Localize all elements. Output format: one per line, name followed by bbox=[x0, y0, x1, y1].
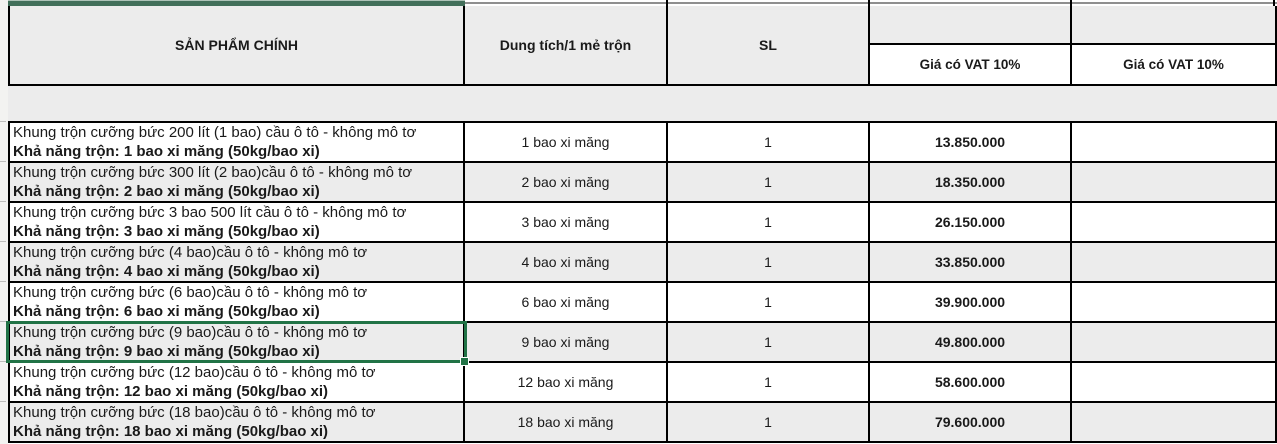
table-row: Khung trộn cưỡng bức (6 bao)cầu ô tô - k… bbox=[8, 283, 1277, 323]
fill-handle[interactable] bbox=[460, 357, 469, 366]
batch-cell[interactable]: 2 bao xi măng bbox=[465, 163, 668, 201]
price-vat-cell[interactable]: 58.600.000 bbox=[870, 363, 1072, 401]
sheet-left-gutter bbox=[0, 0, 8, 444]
batch-cell[interactable]: 6 bao xi măng bbox=[465, 283, 668, 321]
product-name: Khung trộn cưỡng bức 300 lít (2 bao)cầu … bbox=[13, 164, 413, 181]
product-cell[interactable]: Khung trộn cưỡng bức 3 bao 500 lít cầu ô… bbox=[8, 203, 465, 241]
product-name: Khung trộn cưỡng bức (12 bao)cầu ô tô - … bbox=[13, 364, 376, 381]
table-row: Khung trộn cưỡng bức (12 bao)cầu ô tô - … bbox=[8, 363, 1277, 403]
header-price-vat-2[interactable]: Giá có VAT 10% bbox=[1072, 6, 1277, 86]
price-vat-2-cell[interactable] bbox=[1072, 123, 1277, 161]
qty-cell[interactable]: 1 bbox=[668, 243, 870, 281]
product-capacity: Khả năng trộn: 3 bao xi măng (50kg/bao x… bbox=[13, 223, 320, 240]
price-vat-cell[interactable]: 39.900.000 bbox=[870, 283, 1072, 321]
table-body: Khung trộn cưỡng bức 200 lít (1 bao) cầu… bbox=[8, 123, 1277, 443]
qty-cell[interactable]: 1 bbox=[668, 163, 870, 201]
header-product[interactable]: SẢN PHẨM CHÍNH bbox=[8, 6, 465, 86]
table-row: Khung trộn cưỡng bức 300 lít (2 bao)cầu … bbox=[8, 163, 1277, 203]
price-vat-2-cell[interactable] bbox=[1072, 403, 1277, 441]
product-capacity: Khả năng trộn: 18 bao xi măng (50kg/bao … bbox=[13, 423, 329, 440]
qty-cell[interactable]: 1 bbox=[668, 323, 870, 361]
price-vat-2-cell[interactable] bbox=[1072, 363, 1277, 401]
product-capacity: Khả năng trộn: 12 bao xi măng (50kg/bao … bbox=[13, 383, 329, 400]
table-row-selected: Khung trộn cưỡng bức (9 bao)cầu ô tô - k… bbox=[8, 323, 1277, 363]
price-vat-cell[interactable]: 18.350.000 bbox=[870, 163, 1072, 201]
product-capacity: Khả năng trộn: 9 bao xi măng (50kg/bao x… bbox=[13, 343, 320, 360]
product-capacity: Khả năng trộn: 1 bao xi măng (50kg/bao x… bbox=[13, 143, 320, 160]
product-name: Khung trộn cưỡng bức (9 bao)cầu ô tô - k… bbox=[13, 324, 368, 341]
product-capacity: Khả năng trộn: 2 bao xi măng (50kg/bao x… bbox=[13, 183, 320, 200]
product-cell[interactable]: Khung trộn cưỡng bức 300 lít (2 bao)cầu … bbox=[8, 163, 465, 201]
product-cell[interactable]: Khung trộn cưỡng bức (6 bao)cầu ô tô - k… bbox=[8, 283, 465, 321]
column-border-tick bbox=[868, 0, 870, 7]
price-vat-2-cell[interactable] bbox=[1072, 323, 1277, 361]
top-grid-line bbox=[465, 2, 1277, 4]
column-border-tick bbox=[1273, 0, 1275, 7]
price-vat-2-cell[interactable] bbox=[1072, 203, 1277, 241]
price-vat-cell[interactable]: 13.850.000 bbox=[870, 123, 1072, 161]
table-row: Khung trộn cưỡng bức (4 bao)cầu ô tô - k… bbox=[8, 243, 1277, 283]
table-row: Khung trộn cưỡng bức (18 bao)cầu ô tô - … bbox=[8, 403, 1277, 443]
empty-spacer-row[interactable] bbox=[8, 84, 1277, 123]
header-price-vat-1-label: Giá có VAT 10% bbox=[870, 45, 1070, 84]
table-row: Khung trộn cưỡng bức 3 bao 500 lít cầu ô… bbox=[8, 203, 1277, 243]
batch-cell[interactable]: 12 bao xi măng bbox=[465, 363, 668, 401]
qty-cell[interactable]: 1 bbox=[668, 283, 870, 321]
price-vat-2-cell[interactable] bbox=[1072, 283, 1277, 321]
header-price-vat-2-label: Giá có VAT 10% bbox=[1072, 45, 1275, 84]
product-cell[interactable]: Khung trộn cưỡng bức 200 lít (1 bao) cầu… bbox=[8, 123, 465, 161]
header-quantity[interactable]: SL bbox=[668, 6, 870, 86]
product-cell[interactable]: Khung trộn cưỡng bức (18 bao)cầu ô tô - … bbox=[8, 403, 465, 441]
product-capacity: Khả năng trộn: 4 bao xi măng (50kg/bao x… bbox=[13, 263, 320, 280]
product-cell[interactable]: Khung trộn cưỡng bức (4 bao)cầu ô tô - k… bbox=[8, 243, 465, 281]
price-vat-cell[interactable]: 33.850.000 bbox=[870, 243, 1072, 281]
header-batch-volume[interactable]: Dung tích/1 mẻ trộn bbox=[465, 6, 668, 86]
column-border-tick bbox=[1070, 0, 1072, 7]
product-name: Khung trộn cưỡng bức 200 lít (1 bao) cầu… bbox=[13, 124, 417, 141]
batch-cell[interactable]: 18 bao xi măng bbox=[465, 403, 668, 441]
product-name: Khung trộn cưỡng bức 3 bao 500 lít cầu ô… bbox=[13, 204, 407, 221]
batch-cell[interactable]: 4 bao xi măng bbox=[465, 243, 668, 281]
product-capacity: Khả năng trộn: 6 bao xi măng (50kg/bao x… bbox=[13, 303, 320, 320]
price-vat-2-cell[interactable] bbox=[1072, 243, 1277, 281]
price-vat-cell[interactable]: 26.150.000 bbox=[870, 203, 1072, 241]
price-vat-2-cell[interactable] bbox=[1072, 163, 1277, 201]
price-vat-cell[interactable]: 49.800.000 bbox=[870, 323, 1072, 361]
table-row: Khung trộn cưỡng bức 200 lít (1 bao) cầu… bbox=[8, 123, 1277, 163]
batch-cell[interactable]: 1 bao xi măng bbox=[465, 123, 668, 161]
batch-cell[interactable]: 3 bao xi măng bbox=[465, 203, 668, 241]
header-price-vat-2-blank bbox=[1072, 6, 1275, 45]
qty-cell[interactable]: 1 bbox=[668, 203, 870, 241]
product-cell[interactable]: Khung trộn cưỡng bức (12 bao)cầu ô tô - … bbox=[8, 363, 465, 401]
header-price-vat-1[interactable]: Giá có VAT 10% bbox=[870, 6, 1072, 86]
product-cell-selected[interactable]: Khung trộn cưỡng bức (9 bao)cầu ô tô - k… bbox=[8, 323, 465, 361]
batch-cell[interactable]: 9 bao xi măng bbox=[465, 323, 668, 361]
price-vat-cell[interactable]: 79.600.000 bbox=[870, 403, 1072, 441]
qty-cell[interactable]: 1 bbox=[668, 123, 870, 161]
table: SẢN PHẨM CHÍNH Dung tích/1 mẻ trộn SL Gi… bbox=[8, 6, 1277, 444]
qty-cell[interactable]: 1 bbox=[668, 403, 870, 441]
qty-cell[interactable]: 1 bbox=[668, 363, 870, 401]
product-name: Khung trộn cưỡng bức (6 bao)cầu ô tô - k… bbox=[13, 284, 368, 301]
header-price-vat-1-blank bbox=[870, 6, 1070, 45]
product-name: Khung trộn cưỡng bức (18 bao)cầu ô tô - … bbox=[13, 404, 376, 421]
product-name: Khung trộn cưỡng bức (4 bao)cầu ô tô - k… bbox=[13, 244, 368, 261]
top-green-bar bbox=[8, 0, 465, 6]
table-header-row: SẢN PHẨM CHÍNH Dung tích/1 mẻ trộn SL Gi… bbox=[8, 6, 1277, 86]
column-border-tick bbox=[666, 0, 668, 7]
